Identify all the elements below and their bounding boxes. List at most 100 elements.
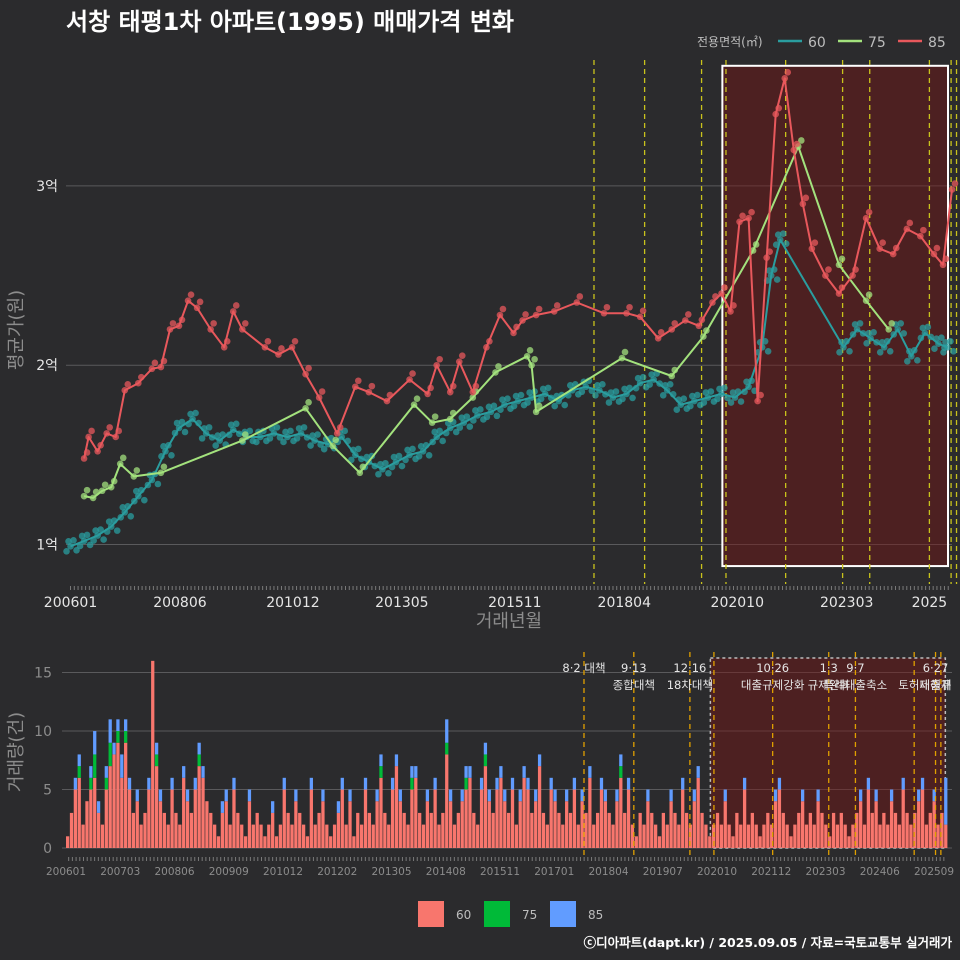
point-75 [531, 355, 538, 363]
bar-60 [781, 812, 785, 848]
bar-60 [576, 824, 580, 848]
point-60 [700, 399, 708, 406]
point-60 [524, 399, 531, 406]
point-60 [198, 435, 206, 442]
bar-60 [785, 824, 789, 848]
bar-60 [681, 789, 685, 848]
point-60 [409, 445, 416, 453]
policy-label-name: 18차대책 [667, 678, 713, 692]
point-75 [535, 402, 543, 410]
legend-bottom: 60 75 85 [418, 901, 603, 927]
x-tick-label: 201305 [375, 595, 428, 611]
point-60 [773, 276, 781, 283]
point-60 [612, 388, 620, 395]
bar-85 [390, 777, 395, 790]
bar-60 [479, 789, 484, 848]
bar-60 [630, 824, 635, 848]
point-85 [639, 307, 647, 315]
bar-60 [537, 766, 542, 848]
policy-label-name: 종합대책 [613, 678, 655, 692]
bar-x-tick-label: 200909 [209, 866, 249, 878]
bar-85 [232, 777, 236, 790]
policy-label-date: 9·13 [621, 661, 647, 675]
bar-60 [487, 801, 491, 848]
bar-85 [410, 766, 414, 778]
point-75 [133, 467, 141, 474]
point-60 [65, 538, 72, 545]
point-85 [684, 311, 692, 318]
bar-60 [402, 812, 406, 848]
point-60 [181, 428, 189, 436]
point-60 [63, 548, 70, 555]
bar-60 [340, 789, 344, 848]
bar-60 [874, 801, 878, 848]
point-85 [739, 212, 746, 220]
point-60 [673, 406, 681, 413]
point-85 [793, 140, 801, 148]
bar-85 [185, 789, 190, 802]
point-75 [332, 436, 340, 444]
point-60 [512, 392, 520, 400]
point-60 [192, 409, 199, 417]
point-60 [295, 425, 303, 432]
point-75 [495, 363, 502, 370]
bar-60 [889, 801, 894, 848]
point-85 [920, 226, 927, 234]
bar-60 [263, 836, 267, 848]
bar-85 [483, 742, 488, 755]
bar-x-tick-label: 200703 [100, 866, 140, 878]
bar-60 [332, 824, 337, 848]
bar-60 [77, 777, 81, 848]
bar-60 [700, 812, 704, 848]
bar-85 [816, 789, 820, 802]
bar-60 [89, 789, 93, 848]
bar-60 [572, 789, 577, 848]
bar-x-tick-label: 202509 [914, 866, 954, 878]
caption: ⓒ디아파트(dapt.kr) / 2025.09.05 / 자료=국토교통부 실… [584, 935, 953, 950]
bar-85 [340, 777, 344, 790]
bar-60 [259, 824, 263, 848]
point-60 [266, 435, 274, 442]
legend-top-label-85: 85 [928, 35, 946, 51]
bar-60 [224, 801, 228, 848]
bar-60 [228, 824, 232, 848]
bar-60 [878, 824, 882, 848]
point-75 [431, 413, 439, 420]
point-85 [522, 311, 529, 318]
bar-60 [193, 789, 197, 848]
bar-60 [843, 824, 847, 848]
point-60 [282, 428, 289, 436]
bar-60 [831, 812, 836, 848]
point-60 [253, 438, 260, 446]
point-85 [278, 345, 285, 352]
bar-x-tick-label: 202112 [751, 866, 791, 878]
bar-60 [692, 801, 696, 848]
bar-60 [773, 801, 778, 848]
bar-85 [147, 777, 151, 790]
point-60 [458, 414, 466, 421]
bar-60 [448, 801, 453, 848]
bar-60 [383, 812, 387, 848]
point-60 [680, 395, 688, 402]
bar-60 [599, 789, 604, 848]
point-60 [375, 470, 382, 478]
point-60 [947, 338, 954, 345]
bar-y-tick-label: 15 [34, 666, 52, 682]
point-60 [273, 424, 281, 431]
bar-85 [549, 777, 553, 790]
bar-60 [592, 824, 596, 848]
bar-85 [503, 789, 507, 802]
bar-60 [928, 812, 932, 848]
point-60 [436, 427, 443, 435]
bar-60 [305, 836, 310, 848]
y-tick-label: 2억 [36, 358, 58, 374]
point-60 [178, 418, 186, 426]
bar-60 [557, 812, 561, 848]
bar-60 [828, 836, 832, 848]
bar-75 [445, 742, 449, 755]
bar-60 [112, 754, 116, 848]
legend-bottom-label-75: 75 [522, 908, 537, 922]
bar-85 [104, 766, 108, 778]
highlight-box [721, 64, 950, 568]
point-60 [78, 532, 86, 540]
